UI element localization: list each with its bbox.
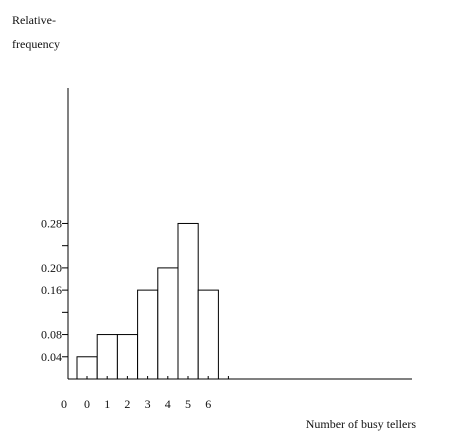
x-tick-label-2: 2	[124, 397, 130, 411]
y-ticks-group: 0.04 0.08 0.16 0.20 0.28	[41, 216, 68, 364]
bar-0	[76, 356, 98, 380]
x-tick-label-5: 5	[185, 397, 191, 411]
y-axis-label-line-2: frequency	[12, 37, 60, 51]
bar-5	[177, 222, 199, 380]
y-tick-label-0.16: 0.16	[41, 283, 62, 297]
y-tick-label-0.08: 0.08	[41, 328, 62, 342]
bar-6	[197, 289, 219, 380]
bars-group	[76, 222, 219, 380]
y-tick-label-0.20: 0.20	[41, 261, 62, 275]
x-tick-label-4: 4	[165, 397, 171, 411]
x-tick-label-6: 6	[205, 397, 211, 411]
x-axis-label: Number of busy tellers	[306, 417, 417, 431]
bar-2	[116, 334, 139, 380]
y-tick-label-0.28: 0.28	[41, 216, 62, 230]
bar-1	[96, 334, 118, 380]
bar-3	[137, 289, 159, 380]
y-tick-label-0.04: 0.04	[41, 350, 62, 364]
bar-4	[157, 267, 179, 380]
x-origin-label: 0	[61, 397, 67, 411]
x-tick-label-0: 0	[84, 397, 90, 411]
x-tick-label-3: 3	[145, 397, 151, 411]
y-axis-label-line-1: Relative-	[12, 13, 56, 27]
x-tick-label-1: 1	[104, 397, 110, 411]
